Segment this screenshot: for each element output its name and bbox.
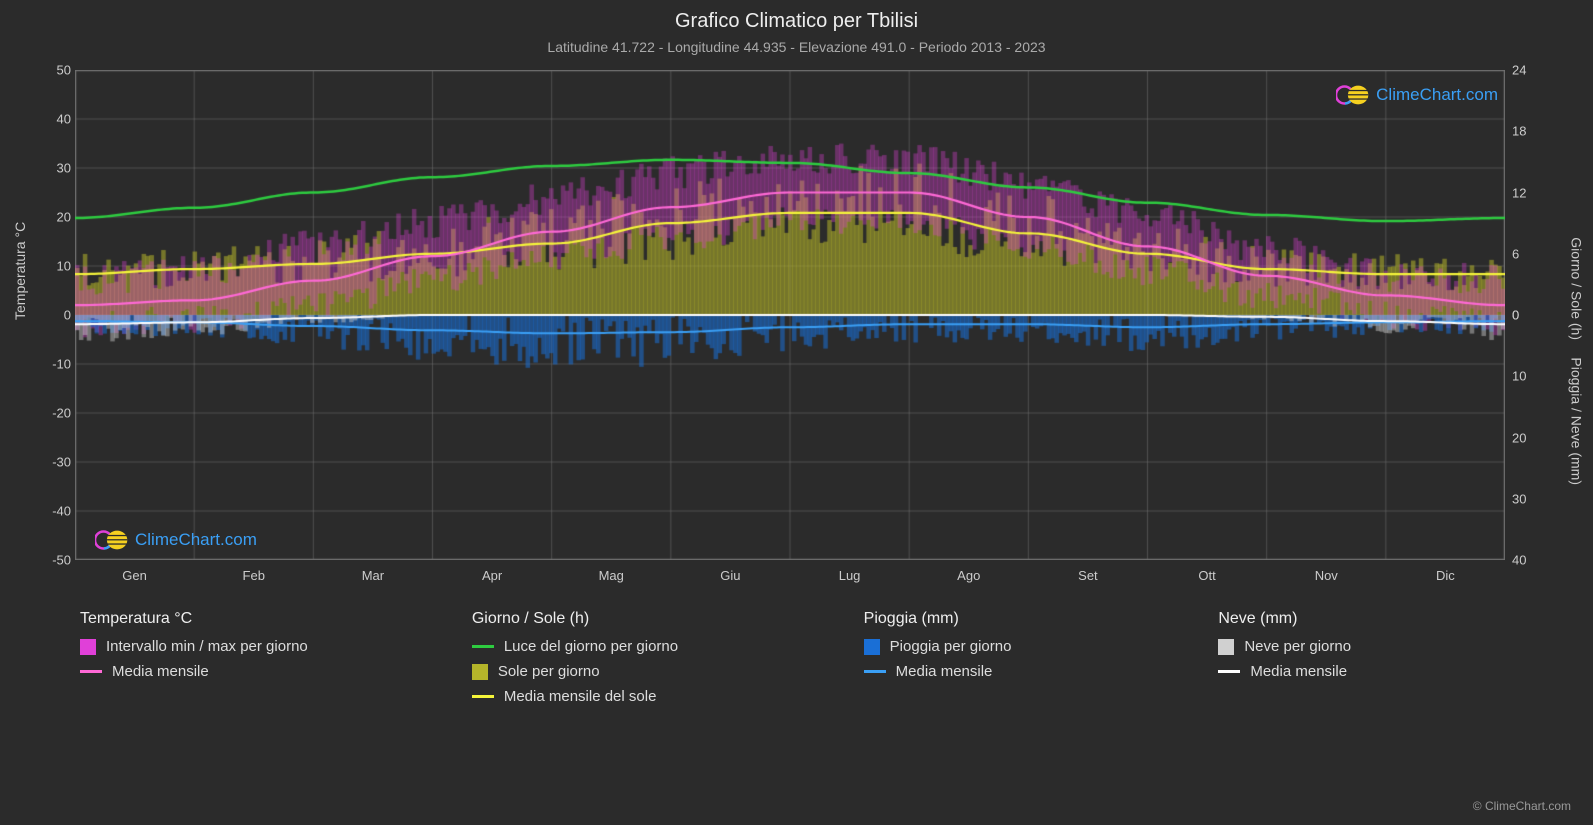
- y-left-tick: -50: [31, 553, 71, 568]
- chart-canvas: [75, 70, 1505, 560]
- legend-item: Media mensile: [1218, 663, 1553, 680]
- y-right-bottom-tick: 20: [1512, 430, 1526, 445]
- y-right-bottom-tick: 0: [1512, 308, 1519, 323]
- legend-title-snow: Neve (mm): [1218, 610, 1553, 628]
- legend-swatch: [80, 639, 96, 655]
- logo-text: ClimeChart.com: [1376, 85, 1498, 105]
- logo-bottom: ClimeChart.com: [95, 525, 257, 555]
- x-tick: Set: [1078, 568, 1098, 583]
- chart-subtitle: Latitudine 41.722 - Longitudine 44.935 -…: [0, 33, 1593, 55]
- legend-col-daylight: Giorno / Sole (h) Luce del giorno per gi…: [472, 610, 844, 713]
- legend: Temperatura °C Intervallo min / max per …: [80, 610, 1553, 713]
- y-left-tick: -10: [31, 357, 71, 372]
- legend-label: Luce del giorno per giorno: [504, 638, 678, 655]
- legend-item: Neve per giorno: [1218, 638, 1553, 655]
- legend-swatch: [472, 695, 494, 698]
- legend-swatch: [864, 670, 886, 673]
- y-left-tick: 40: [31, 112, 71, 127]
- y-right-bottom-tick: 10: [1512, 369, 1526, 384]
- legend-swatch: [80, 670, 102, 673]
- x-tick: Feb: [243, 568, 265, 583]
- y-left-tick: -30: [31, 455, 71, 470]
- y-right-top-tick: 12: [1512, 185, 1526, 200]
- legend-item: Intervallo min / max per giorno: [80, 638, 452, 655]
- legend-col-temperature: Temperatura °C Intervallo min / max per …: [80, 610, 452, 713]
- y-left-tick: -20: [31, 406, 71, 421]
- legend-title-temp: Temperatura °C: [80, 610, 452, 628]
- x-tick: Gen: [122, 568, 147, 583]
- legend-item: Media mensile: [864, 663, 1199, 680]
- y-axis-right-top-label: Giorno / Sole (h): [1569, 237, 1585, 340]
- legend-col-rain: Pioggia (mm) Pioggia per giorno Media men…: [864, 610, 1199, 713]
- legend-col-snow: Neve (mm) Neve per giorno Media mensile: [1218, 610, 1553, 713]
- y-right-bottom-tick: 30: [1512, 491, 1526, 506]
- x-tick: Mag: [599, 568, 624, 583]
- legend-label: Media mensile: [1250, 663, 1347, 680]
- y-axis-left-label: Temperatura °C: [12, 222, 28, 320]
- logo-icon: [1336, 80, 1370, 110]
- y-right-top-tick: 24: [1512, 63, 1526, 78]
- y-left-tick: 50: [31, 63, 71, 78]
- legend-swatch: [1218, 670, 1240, 673]
- y-axis-right-bottom-label: Pioggia / Neve (mm): [1569, 357, 1585, 485]
- x-tick: Mar: [362, 568, 384, 583]
- x-tick: Lug: [839, 568, 861, 583]
- legend-label: Sole per giorno: [498, 663, 600, 680]
- x-tick: Ago: [957, 568, 980, 583]
- legend-item: Media mensile: [80, 663, 452, 680]
- y-right-top-tick: 6: [1512, 246, 1519, 261]
- legend-swatch: [1218, 639, 1234, 655]
- legend-label: Media mensile del sole: [504, 688, 657, 705]
- x-tick: Ott: [1198, 568, 1215, 583]
- y-left-tick: 20: [31, 210, 71, 225]
- legend-label: Pioggia per giorno: [890, 638, 1012, 655]
- chart-plot-area: [75, 70, 1505, 560]
- legend-item: Pioggia per giorno: [864, 638, 1199, 655]
- y-left-tick: 0: [31, 308, 71, 323]
- legend-swatch: [864, 639, 880, 655]
- legend-swatch: [472, 664, 488, 680]
- x-tick: Giu: [720, 568, 740, 583]
- y-right-bottom-tick: 40: [1512, 553, 1526, 568]
- chart-title: Grafico Climatico per Tbilisi: [0, 0, 1593, 33]
- legend-label: Media mensile: [896, 663, 993, 680]
- legend-title-rain: Pioggia (mm): [864, 610, 1199, 628]
- copyright-text: © ClimeChart.com: [1473, 799, 1571, 813]
- y-right-top-tick: 18: [1512, 124, 1526, 139]
- legend-item: Sole per giorno: [472, 663, 844, 680]
- legend-swatch: [472, 645, 494, 648]
- legend-item: Luce del giorno per giorno: [472, 638, 844, 655]
- logo-icon: [95, 525, 129, 555]
- logo-top: ClimeChart.com: [1336, 80, 1498, 110]
- logo-text: ClimeChart.com: [135, 530, 257, 550]
- x-tick: Apr: [482, 568, 502, 583]
- legend-item: Media mensile del sole: [472, 688, 844, 705]
- legend-label: Neve per giorno: [1244, 638, 1351, 655]
- x-tick: Dic: [1436, 568, 1455, 583]
- y-left-tick: -40: [31, 504, 71, 519]
- x-tick: Nov: [1315, 568, 1338, 583]
- legend-label: Media mensile: [112, 663, 209, 680]
- legend-label: Intervallo min / max per giorno: [106, 638, 308, 655]
- y-left-tick: 30: [31, 161, 71, 176]
- legend-title-sun: Giorno / Sole (h): [472, 610, 844, 628]
- y-left-tick: 10: [31, 259, 71, 274]
